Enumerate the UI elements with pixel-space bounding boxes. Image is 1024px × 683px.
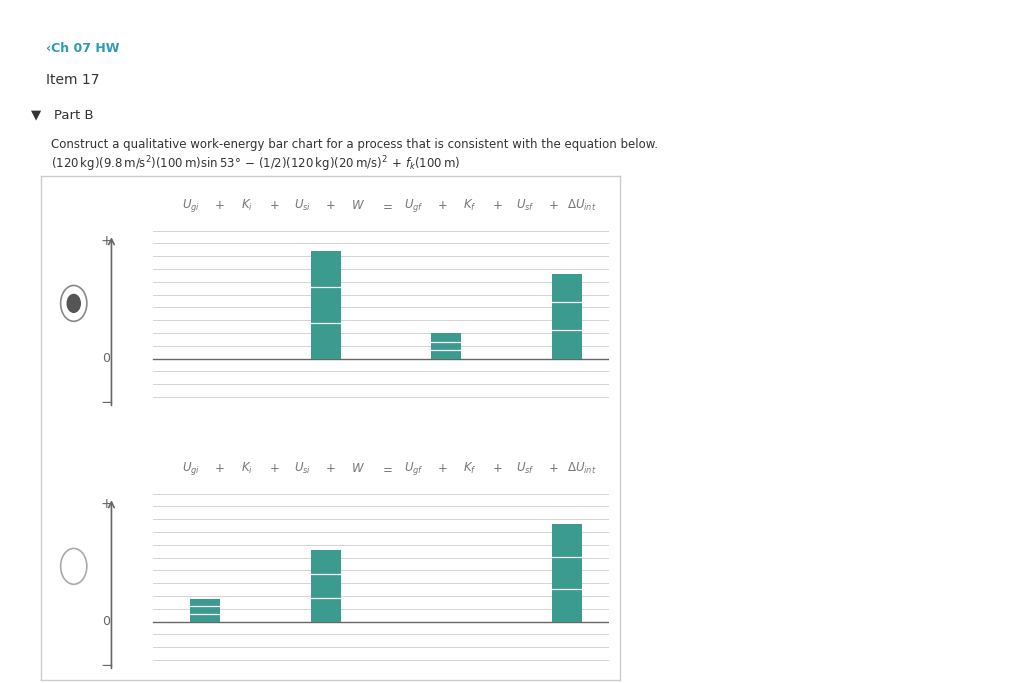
Text: PHYS 1001 College Physics: PHYS 1001 College Physics xyxy=(396,8,628,23)
Text: −: − xyxy=(100,658,113,673)
Bar xyxy=(310,251,341,359)
Text: $=$: $=$ xyxy=(380,199,393,212)
Text: $U_{sf}$: $U_{sf}$ xyxy=(516,198,536,214)
Text: $K_i$: $K_i$ xyxy=(241,461,253,477)
Text: ▼   Part B: ▼ Part B xyxy=(31,109,93,122)
Text: $\Delta U_{int}$: $\Delta U_{int}$ xyxy=(566,198,596,214)
Text: +: + xyxy=(100,234,113,248)
Text: $U_{gi}$: $U_{gi}$ xyxy=(182,197,200,214)
Bar xyxy=(552,274,582,359)
Circle shape xyxy=(68,294,80,312)
Text: $K_f$: $K_f$ xyxy=(463,461,477,477)
Text: ‹Ch 07 HW: ‹Ch 07 HW xyxy=(46,42,120,55)
Text: $=$: $=$ xyxy=(380,462,393,475)
Text: $W$: $W$ xyxy=(351,199,366,212)
Text: $+$: $+$ xyxy=(326,199,336,212)
Text: $+$: $+$ xyxy=(269,462,280,475)
Text: $+$: $+$ xyxy=(214,462,224,475)
Text: $+$: $+$ xyxy=(436,462,447,475)
Bar xyxy=(431,333,462,359)
Text: $U_{gi}$: $U_{gi}$ xyxy=(182,460,200,477)
Text: $(120\,\mathrm{kg})(9.8\,\mathrm{m/s^2})(100\,\mathrm{m})\sin 53°$$\,-\,(1/2)(12: $(120\,\mathrm{kg})(9.8\,\mathrm{m/s^2})… xyxy=(51,154,461,174)
Text: $U_{sf}$: $U_{sf}$ xyxy=(516,461,536,477)
Text: Construct a qualitative work-energy bar chart for a process that is consistent w: Construct a qualitative work-energy bar … xyxy=(51,138,658,151)
Text: $\Delta U_{int}$: $\Delta U_{int}$ xyxy=(566,461,596,477)
Text: $+$: $+$ xyxy=(326,462,336,475)
Text: −: − xyxy=(100,395,113,410)
Text: $W$: $W$ xyxy=(351,462,366,475)
Text: $K_i$: $K_i$ xyxy=(241,198,253,214)
Bar xyxy=(189,598,220,622)
Text: $+$: $+$ xyxy=(493,462,503,475)
Text: $+$: $+$ xyxy=(269,199,280,212)
Text: $U_{si}$: $U_{si}$ xyxy=(294,198,311,214)
Text: $+$: $+$ xyxy=(436,199,447,212)
Text: $+$: $+$ xyxy=(214,199,224,212)
Text: $+$: $+$ xyxy=(548,199,559,212)
Text: $K_f$: $K_f$ xyxy=(463,198,477,214)
Text: $+$: $+$ xyxy=(548,462,559,475)
Text: $U_{si}$: $U_{si}$ xyxy=(294,461,311,477)
Text: 0: 0 xyxy=(102,352,111,365)
Text: $+$: $+$ xyxy=(493,199,503,212)
Text: $U_{gf}$: $U_{gf}$ xyxy=(404,197,424,214)
Text: 0: 0 xyxy=(102,615,111,628)
Text: +: + xyxy=(100,497,113,511)
Text: ≡: ≡ xyxy=(23,6,38,25)
Bar xyxy=(552,525,582,622)
Text: Item 17: Item 17 xyxy=(46,73,99,87)
Bar xyxy=(310,550,341,622)
Text: $U_{gf}$: $U_{gf}$ xyxy=(404,460,424,477)
